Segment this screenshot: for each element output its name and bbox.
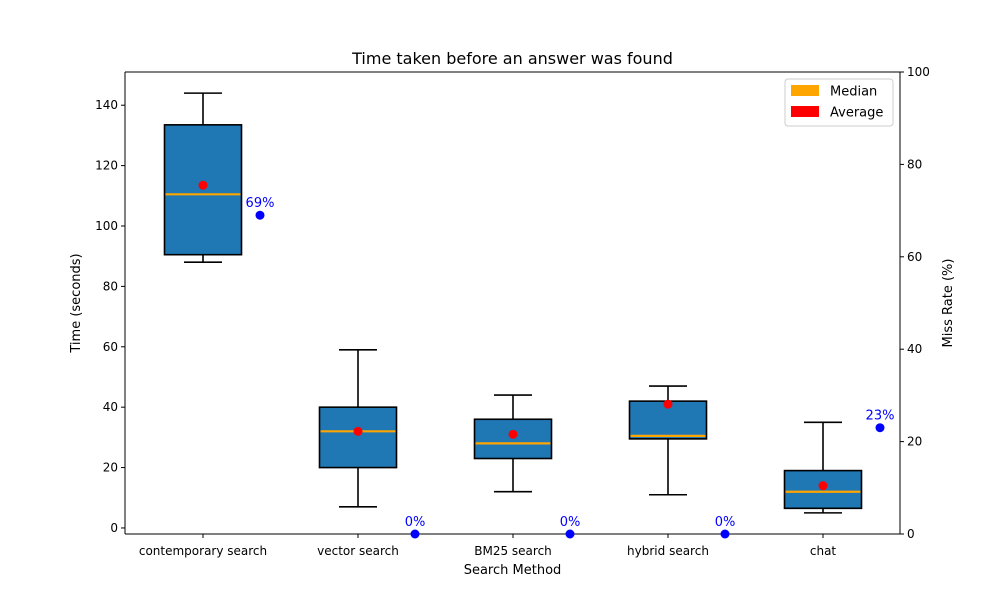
y-tick-label: 120: [95, 159, 118, 173]
box-group: [163, 92, 243, 264]
x-tick-label: hybrid search: [627, 544, 709, 558]
average-point: [508, 429, 518, 439]
average-point: [818, 481, 828, 491]
y-tick-label: 80: [103, 279, 118, 293]
y2-tick-label: 100: [907, 65, 930, 79]
box-group: [473, 394, 553, 493]
y-tick-label: 140: [95, 98, 118, 112]
box-body: [473, 418, 553, 460]
x-tick-label: BM25 search: [474, 544, 552, 558]
miss-rate-point: [255, 210, 265, 220]
miss-rate-label: 0%: [405, 515, 426, 530]
box-body: [163, 124, 243, 256]
y2-tick-label: 40: [907, 342, 922, 356]
legend-swatch-average: [791, 106, 819, 117]
y-axis-label: Time (seconds): [69, 253, 84, 353]
y-tick-label: 0: [110, 521, 118, 535]
x-tick-label: vector search: [317, 544, 399, 558]
box-group: [318, 349, 398, 508]
box-body: [318, 406, 398, 469]
legend: Median Average: [784, 78, 894, 127]
box-group: [783, 421, 863, 514]
average-point: [663, 399, 673, 409]
average-point: [198, 180, 208, 190]
chart-title: Time taken before an answer was found: [351, 49, 673, 68]
legend-swatch-median: [791, 85, 819, 96]
y2-tick-label: 0: [907, 527, 915, 541]
y-tick-label: 100: [95, 219, 118, 233]
miss-rate-point: [875, 423, 885, 433]
miss-rate-label: 69%: [246, 196, 275, 211]
y-tick-label: 40: [103, 400, 118, 414]
y2-tick-label: 20: [907, 435, 922, 449]
miss-rate-point: [410, 529, 420, 539]
x-axis-label: Search Method: [464, 563, 562, 578]
x-tick-label: chat: [810, 544, 837, 558]
miss-rate-point: [720, 529, 730, 539]
legend-label-median: Median: [830, 85, 877, 100]
x-tick-label: contemporary search: [139, 544, 267, 558]
plot-area: 0 20 40 60 80 100 120 140 0 20 40 60 80 100 contempora…: [95, 65, 930, 558]
y2-tick-label: 80: [907, 157, 922, 171]
y2-axis-label: Miss Rate (%): [941, 259, 956, 348]
legend-label-average: Average: [830, 106, 883, 121]
miss-rate-label: 0%: [715, 515, 736, 530]
miss-rate-label: 23%: [866, 409, 895, 424]
y-tick-label: 20: [103, 461, 118, 475]
miss-rate-point: [565, 529, 575, 539]
box-group: [628, 385, 708, 496]
y-tick-label: 60: [103, 340, 118, 354]
miss-rate-label: 0%: [560, 515, 581, 530]
y2-tick-label: 60: [907, 250, 922, 264]
average-point: [353, 426, 363, 436]
